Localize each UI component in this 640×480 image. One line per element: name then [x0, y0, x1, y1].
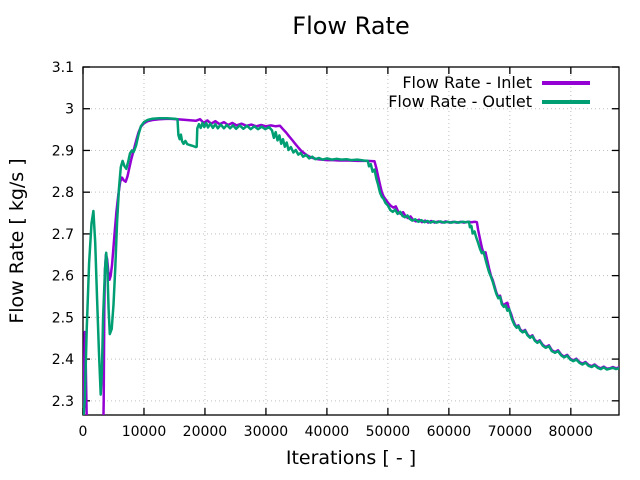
x-axis-label: Iterations [ - ] — [285, 447, 417, 469]
x-tick-label: 30000 — [244, 424, 289, 440]
legend: Flow Rate - Inlet Flow Rate - Outlet — [388, 73, 590, 111]
x-tick-label: 80000 — [549, 424, 594, 440]
x-tick-label: 70000 — [488, 424, 533, 440]
y-tick-label: 2.9 — [52, 143, 74, 159]
y-tick-label: 2.3 — [52, 394, 74, 410]
x-tick-label: 40000 — [305, 424, 350, 440]
series-line-outlet — [83, 117, 619, 415]
legend-line-outlet-swatch — [542, 99, 590, 104]
y-tick-label: 2.6 — [52, 269, 74, 285]
y-tick-label: 2.4 — [52, 352, 74, 368]
x-tick-label: 10000 — [122, 424, 167, 440]
y-tick-label: 3 — [65, 102, 74, 118]
legend-entry-inlet: Flow Rate - Inlet — [388, 73, 590, 92]
legend-entry-outlet: Flow Rate - Outlet — [388, 92, 590, 111]
y-tick-label: 3.1 — [52, 60, 74, 76]
legend-label-inlet: Flow Rate - Inlet — [402, 73, 532, 92]
legend-line-inlet-swatch — [542, 80, 590, 85]
y-tick-label: 2.8 — [52, 185, 74, 201]
chart-title: Flow Rate — [292, 12, 410, 40]
x-tick-label: 60000 — [427, 424, 472, 440]
x-tick-label: 0 — [79, 424, 88, 440]
x-tick-label: 50000 — [366, 424, 411, 440]
x-tick-label: 20000 — [183, 424, 228, 440]
y-tick-label: 2.5 — [52, 310, 74, 326]
series-line-inlet — [83, 117, 619, 415]
legend-label-outlet: Flow Rate - Outlet — [388, 92, 532, 111]
y-axis-label: Flow Rate [ kg/s ] — [6, 158, 28, 324]
plot-border — [82, 66, 620, 416]
y-tick-label: 2.7 — [52, 227, 74, 243]
